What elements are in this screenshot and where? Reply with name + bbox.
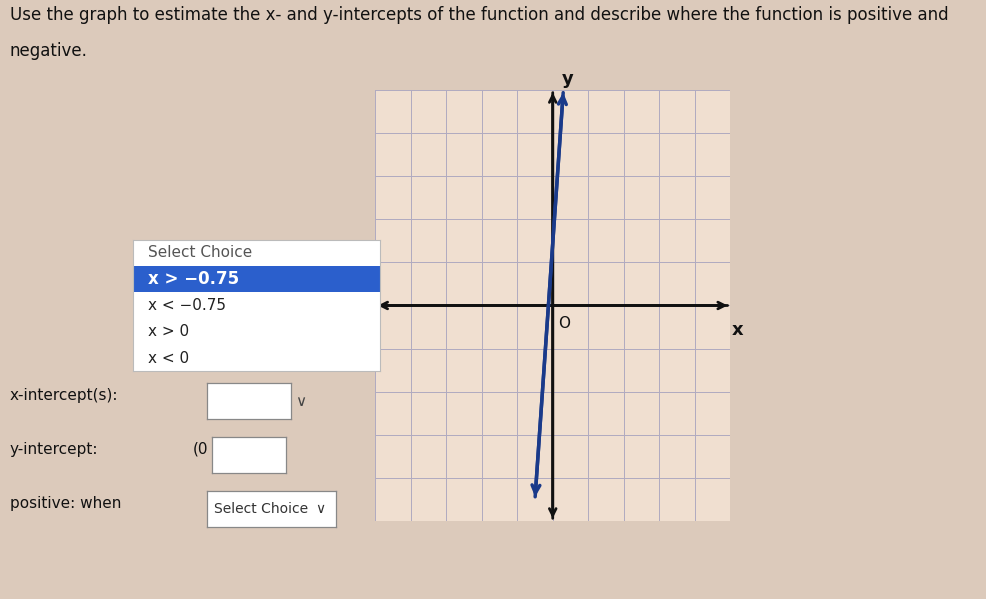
Text: y-intercept:: y-intercept: [10,441,99,457]
Text: positive: when: positive: when [10,495,121,511]
Text: Select Choice: Select Choice [213,502,308,516]
Text: Use the graph to estimate the x- and y-intercepts of the function and describe w: Use the graph to estimate the x- and y-i… [10,6,948,24]
Text: ∨: ∨ [315,502,325,516]
Text: x > 0: x > 0 [148,324,189,340]
Text: Select Choice: Select Choice [148,245,252,261]
Text: ∨: ∨ [295,394,307,409]
Text: x < 0: x < 0 [148,350,189,366]
Text: negative.: negative. [10,42,88,60]
Text: x-intercept(s):: x-intercept(s): [10,388,118,403]
Text: x < −0.75: x < −0.75 [148,298,226,313]
Text: y: y [561,69,573,87]
Text: (0: (0 [192,441,208,457]
Text: O: O [557,316,570,331]
Bar [133,266,380,292]
Text: x: x [732,320,743,338]
Text: x > −0.75: x > −0.75 [148,270,239,288]
